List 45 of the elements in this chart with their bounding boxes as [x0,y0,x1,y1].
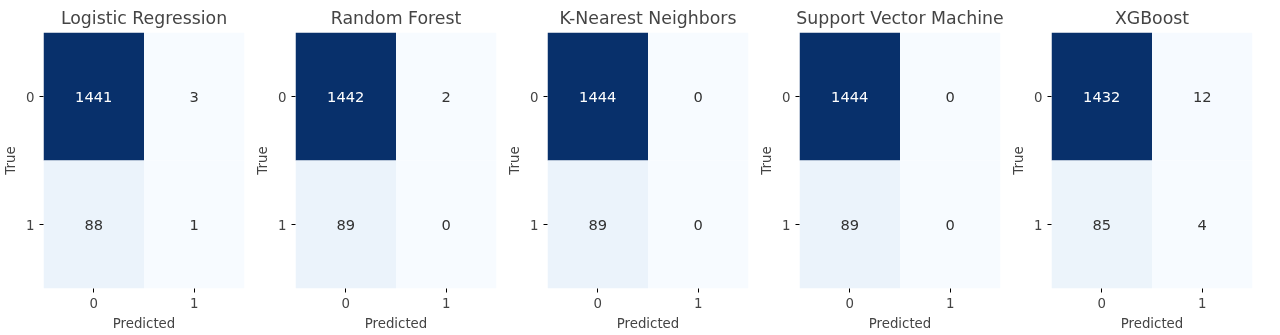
data-label: 1 [189,215,199,233]
data-label: 85 [1092,215,1112,233]
x-tick-label: 1 [190,295,199,311]
data-label: 1444 [579,87,617,105]
data-label: 1444 [831,87,869,105]
x-tick-label: 0 [593,295,602,311]
y-axis-title: True [1011,146,1027,176]
x-tick-label: 1 [694,295,703,311]
data-label: 0 [693,215,703,233]
data-label: 4 [1197,215,1207,233]
x-tick-label: 0 [89,295,98,311]
chart-title: Random Forest [330,7,462,28]
y-axis-title: True [3,146,19,176]
data-label: 89 [588,215,608,233]
data-label: 12 [1192,87,1212,105]
x-tick-label: 0 [341,295,350,311]
data-label: 88 [84,215,104,233]
y-axis-title: True [255,146,271,176]
data-label: 3 [189,87,199,105]
x-tick-label: 1 [1198,295,1207,311]
y-axis-title: True [507,146,523,176]
x-tick-label: 0 [1097,295,1106,311]
x-axis-title: Predicted [112,315,176,331]
x-axis-title: Predicted [364,315,428,331]
data-label: 0 [441,215,451,233]
data-label: 2 [441,87,451,105]
x-tick-label: 0 [845,295,854,311]
chart-title: Logistic Regression [60,7,228,28]
x-axis-title: Predicted [1120,315,1184,331]
x-axis-title: Predicted [616,315,680,331]
data-label: 0 [945,87,955,105]
data-label: 0 [693,87,703,105]
chart-title: K-Nearest Neighbors [559,7,737,28]
chart-title: Support Vector Machine [796,7,1004,28]
data-label: 1441 [75,87,113,105]
x-axis-title: Predicted [868,315,932,331]
x-tick-label: 1 [946,295,955,311]
data-label: 1432 [1083,87,1121,105]
chart-title: XGBoost [1114,7,1190,28]
data-label: 89 [336,215,356,233]
data-label: 89 [840,215,860,233]
y-axis-title: True [759,146,775,176]
x-tick-label: 1 [442,295,451,311]
data-label: 1442 [327,87,365,105]
data-label: 0 [945,215,955,233]
